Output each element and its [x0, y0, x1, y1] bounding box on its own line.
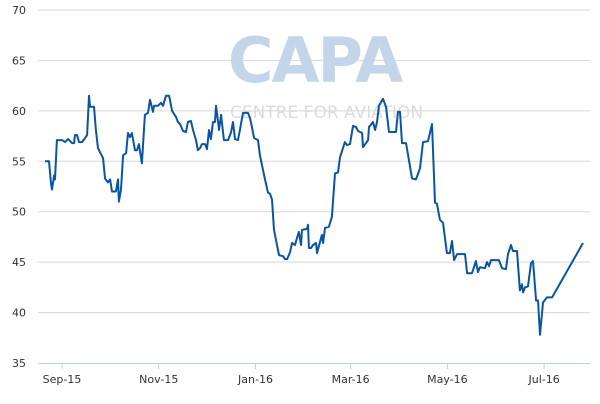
x-tick-label: Sep-15: [43, 373, 82, 386]
x-tick-label: Jan-16: [237, 373, 273, 386]
series-line: [45, 94, 584, 336]
watermark: CAPA CENTRE FOR AVIATION: [228, 24, 423, 123]
watermark-subtitle: CENTRE FOR AVIATION: [230, 103, 423, 123]
x-tick-label: Jul-16: [528, 373, 560, 386]
x-tick-label: May-16: [427, 373, 468, 386]
y-tick-label: 50: [12, 206, 26, 219]
y-axis: 35 40 45 50 55 60 65 70: [12, 4, 26, 370]
y-tick-label: 45: [12, 256, 26, 269]
y-tick-label: 60: [12, 105, 26, 118]
y-tick-label: 35: [12, 357, 26, 370]
gridlines: [38, 9, 590, 314]
x-tick-label: Nov-15: [139, 373, 178, 386]
x-axis: Sep-15 Nov-15 Jan-16 Mar-16 May-16 Jul-16: [38, 363, 590, 386]
x-tick-label: Mar-16: [332, 373, 370, 386]
y-tick-label: 40: [12, 307, 26, 320]
y-tick-label: 55: [12, 155, 26, 168]
watermark-logo: CAPA: [228, 24, 403, 97]
y-tick-label: 70: [12, 4, 26, 17]
y-tick-label: 65: [12, 54, 26, 67]
